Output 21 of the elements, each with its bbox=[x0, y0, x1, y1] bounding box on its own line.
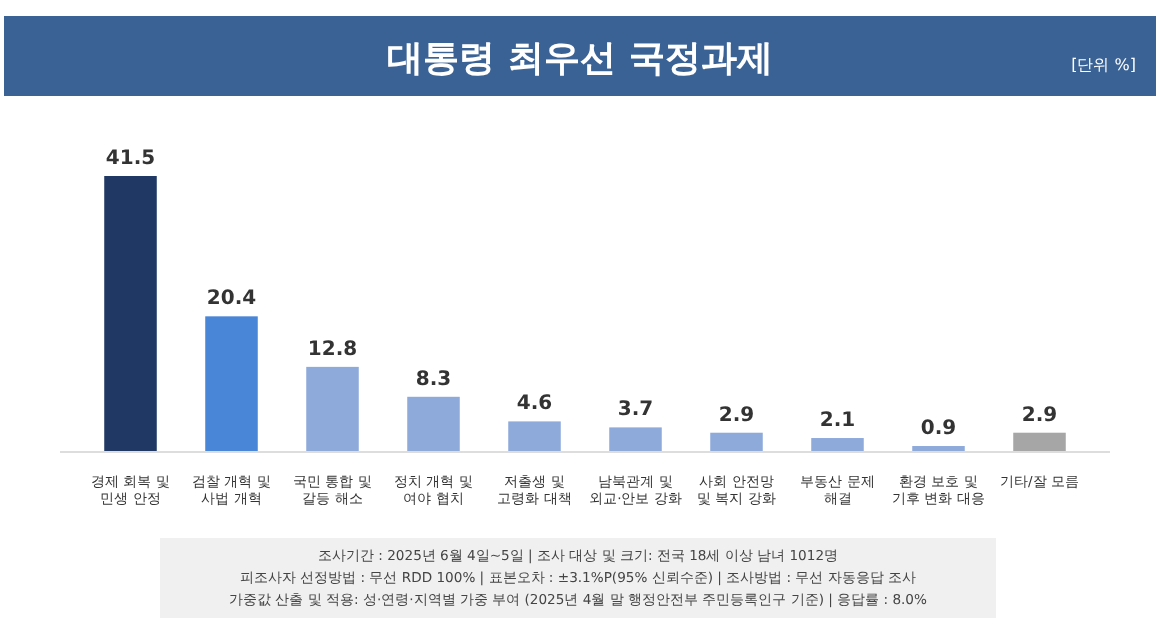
bar bbox=[306, 366, 359, 452]
bar bbox=[407, 396, 460, 452]
data-label: 4.6 bbox=[516, 393, 553, 416]
bar bbox=[609, 427, 662, 452]
data-label: 8.3 bbox=[415, 368, 452, 391]
chart-title: 대통령 최우선 국정과제 bbox=[387, 38, 773, 80]
bar bbox=[508, 421, 561, 452]
data-label: 0.9 bbox=[920, 418, 957, 441]
bar bbox=[710, 432, 763, 452]
bar bbox=[811, 438, 864, 452]
bar bbox=[205, 316, 258, 452]
data-label: 41.5 bbox=[105, 148, 156, 170]
data-label: 2.1 bbox=[819, 410, 856, 433]
chart-subtitle: [단위 %] bbox=[1071, 56, 1136, 74]
data-label: 3.7 bbox=[617, 399, 654, 422]
data-label: 20.4 bbox=[206, 288, 257, 311]
data-label: 2.9 bbox=[1021, 404, 1058, 427]
bar bbox=[1013, 432, 1066, 452]
data-label: 12.8 bbox=[307, 338, 358, 361]
bar bbox=[104, 176, 157, 452]
data-label: 2.9 bbox=[718, 404, 755, 427]
